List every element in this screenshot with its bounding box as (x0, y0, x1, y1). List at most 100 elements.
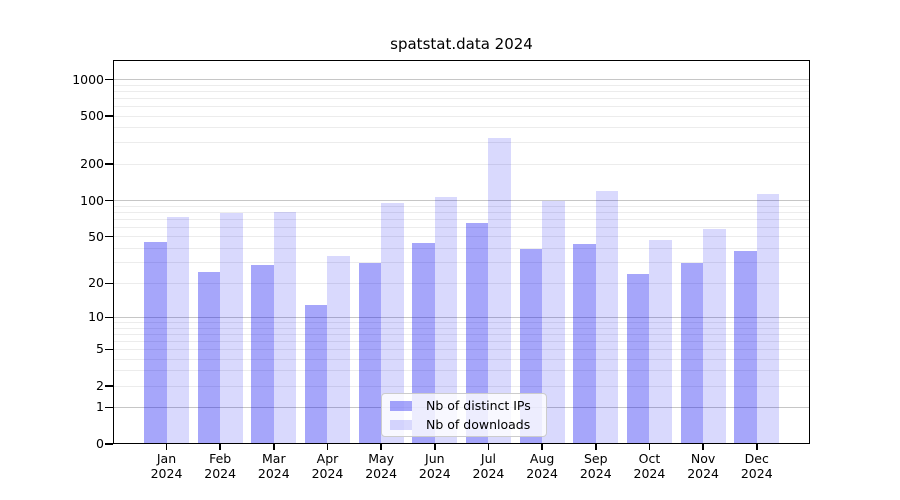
x-tick-label-apr: Apr 2024 (297, 451, 357, 481)
minor-gridline (113, 142, 810, 144)
bar-nb-of-distinct-ips-apr (304, 304, 328, 444)
x-tick-label-feb: Feb 2024 (190, 451, 250, 481)
minor-gridline (113, 282, 810, 284)
y-tick-mark (105, 348, 113, 351)
minor-gridline (113, 211, 810, 213)
x-tick-label-may: May 2024 (351, 451, 411, 481)
y-tick-label: 100 (80, 192, 104, 208)
legend-item-downloads: Nb of downloads (390, 416, 538, 432)
x-tick-label-jan: Jan 2024 (137, 451, 197, 481)
plot-border (113, 60, 810, 444)
x-tick-mark (756, 444, 758, 450)
x-tick-month: Sep (583, 451, 608, 466)
x-tick-mark (541, 444, 543, 450)
x-tick-label-sep: Sep 2024 (566, 451, 626, 481)
x-tick-month: May (368, 451, 395, 466)
x-tick-mark (702, 444, 704, 450)
minor-gridline (113, 84, 810, 86)
legend-label-downloads: Nb of downloads (426, 416, 531, 432)
y-tick-mark (105, 235, 113, 238)
x-tick-mark (487, 444, 490, 450)
bar-nb-of-downloads-feb (220, 213, 243, 444)
x-tick-mark (434, 444, 436, 450)
bar-nb-of-downloads-oct (649, 239, 672, 444)
minor-gridline (113, 218, 810, 220)
minor-gridline (113, 385, 810, 387)
y-tick-label: 5 (96, 341, 104, 357)
x-tick-month: Aug (529, 451, 555, 466)
minor-gridline (113, 348, 810, 350)
y-tick-label: 10 (88, 309, 104, 325)
bar-nb-of-distinct-ips-jan (144, 242, 167, 444)
bar-nb-of-downloads-jan (166, 216, 189, 444)
x-tick-label-dec: Dec 2024 (727, 451, 787, 481)
chart-title: spatstat.data 2024 (390, 35, 533, 53)
y-tick-mark (105, 282, 113, 285)
x-tick-month: Jun (425, 451, 445, 466)
bar-nb-of-downloads-dec (756, 194, 780, 444)
bar-nb-of-downloads-nov (703, 228, 726, 444)
x-tick-mark (380, 444, 382, 450)
bar-nb-of-distinct-ips-may (358, 262, 382, 444)
y-tick-mark (105, 443, 113, 445)
y-tick-label: 1 (96, 399, 104, 415)
y-tick-mark (105, 199, 113, 202)
y-tick-label: 20 (88, 275, 104, 291)
bar-nb-of-downloads-jul (488, 137, 511, 444)
x-tick-month: Oct (638, 451, 661, 466)
x-tick-month: Dec (744, 451, 769, 466)
y-tick-label: 2 (96, 378, 104, 394)
x-tick-year: 2024 (365, 466, 398, 481)
x-tick-label-mar: Mar 2024 (244, 451, 304, 481)
legend-swatch-distinct-ips (390, 400, 412, 411)
major-gridline (113, 199, 810, 202)
x-tick-month: Feb (209, 451, 232, 466)
x-tick-mark (273, 444, 275, 450)
minor-gridline (113, 340, 810, 342)
minor-gridline (113, 262, 810, 264)
y-tick-label: 1000 (72, 71, 104, 87)
bar-nb-of-downloads-apr (327, 256, 350, 444)
bar-nb-of-downloads-mar (273, 211, 297, 444)
x-tick-label-oct: Oct 2024 (619, 451, 679, 481)
x-tick-label-jul: Jul 2024 (458, 451, 518, 481)
minor-gridline (113, 226, 810, 228)
minor-gridline (113, 105, 810, 107)
legend-swatch-downloads (390, 419, 412, 430)
major-gridline (113, 316, 810, 319)
x-tick-label-nov: Nov 2024 (673, 451, 733, 481)
x-tick-year: 2024 (633, 466, 666, 481)
x-tick-year: 2024 (579, 466, 612, 481)
x-tick-month: Apr (316, 451, 339, 466)
x-tick-label-aug: Aug 2024 (512, 451, 572, 481)
minor-gridline (113, 327, 810, 329)
x-tick-year: 2024 (740, 466, 773, 481)
x-tick-year: 2024 (150, 466, 183, 481)
minor-gridline (113, 322, 810, 324)
y-tick-mark (105, 78, 113, 81)
bar-nb-of-downloads-may (381, 203, 404, 444)
x-tick-mark (326, 444, 329, 450)
bar-nb-of-downloads-aug (542, 200, 565, 444)
y-tick-label: 50 (88, 228, 104, 244)
y-tick-label: 500 (80, 108, 104, 124)
minor-gridline (113, 205, 810, 207)
minor-gridline (113, 115, 810, 117)
x-tick-year: 2024 (204, 466, 237, 481)
x-tick-year: 2024 (311, 466, 344, 481)
minor-gridline (113, 333, 810, 335)
minor-gridline (113, 370, 810, 372)
minor-gridline (113, 358, 810, 360)
minor-gridline (113, 97, 810, 99)
x-tick-month: Jan (156, 451, 177, 466)
x-tick-year: 2024 (687, 466, 719, 481)
legend-item-distinct-ips: Nb of distinct IPs (390, 398, 538, 413)
minor-gridline (113, 163, 810, 165)
minor-gridline (113, 247, 810, 249)
x-tick-month: Nov (690, 451, 716, 466)
y-tick-label: 200 (80, 156, 104, 172)
x-tick-year: 2024 (472, 466, 505, 481)
bar-nb-of-distinct-ips-jul (465, 222, 489, 444)
bar-nb-of-downloads-jun (434, 196, 458, 444)
